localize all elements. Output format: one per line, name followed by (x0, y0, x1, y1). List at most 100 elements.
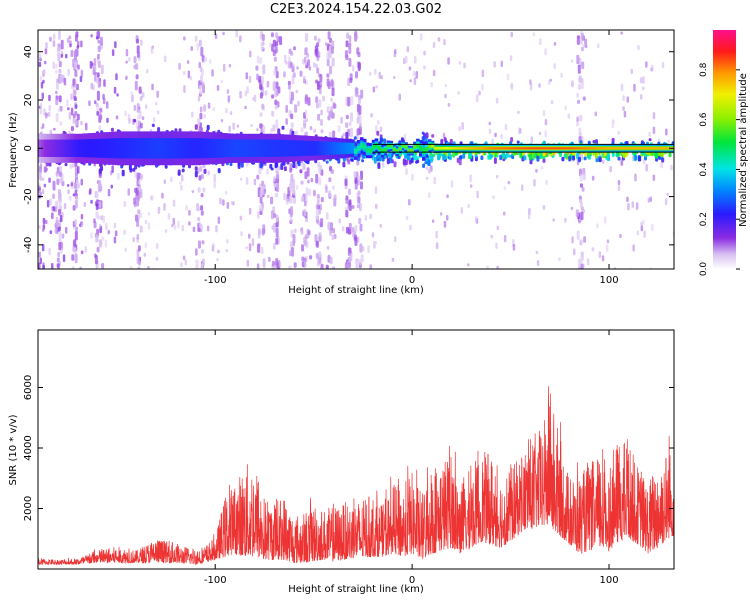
ridge-speckle (325, 160, 329, 164)
noise-speckle (579, 239, 583, 246)
ridge-band (165, 138, 169, 159)
noise-speckle (275, 221, 279, 228)
ridge-band (395, 149, 399, 153)
ridge-band (628, 147, 633, 150)
ridge-band (55, 139, 60, 157)
noise-speckle (245, 72, 248, 80)
ridge-band (501, 147, 506, 150)
noise-speckle (97, 215, 100, 220)
noise-speckle (645, 61, 648, 68)
ridge-band (504, 147, 509, 150)
noise-speckle (580, 263, 584, 269)
snr-frame (37, 329, 675, 570)
ridge-speckle (422, 163, 426, 168)
ridge-band (238, 139, 243, 157)
noise-speckle (307, 59, 311, 67)
noise-speckle (446, 215, 449, 221)
noise-speckle (275, 119, 279, 129)
noise-speckle (481, 69, 485, 78)
noise-speckle (230, 201, 233, 205)
noise-speckle (509, 55, 513, 61)
noise-speckle (77, 182, 80, 189)
noise-speckle (320, 129, 324, 134)
noise-speckle (273, 56, 277, 62)
ridge-band (643, 147, 648, 150)
noise-speckle (317, 162, 321, 168)
noise-speckle (98, 223, 102, 228)
noise-speckle (125, 75, 128, 80)
noise-speckle (199, 112, 203, 120)
noise-speckle (73, 247, 77, 254)
spectrogram-x-label: Height of straight line (km) (288, 285, 424, 296)
noise-speckle (423, 50, 426, 56)
noise-speckle (348, 261, 351, 269)
noise-speckle (199, 66, 203, 73)
noise-speckle (171, 223, 174, 228)
spectrogram-frame (37, 29, 675, 270)
ridge-band (318, 141, 323, 156)
noise-speckle (346, 33, 350, 39)
noise-speckle (76, 45, 80, 49)
ridge-band (646, 147, 650, 150)
ridge-band (97, 138, 101, 158)
noise-speckle (591, 175, 595, 181)
noise-speckle (357, 61, 361, 72)
noise-speckle (72, 113, 76, 119)
noise-speckle (102, 93, 105, 100)
noise-speckle (77, 64, 80, 70)
noise-speckle (275, 237, 279, 245)
noise-speckle (73, 61, 77, 70)
noise-speckle (344, 262, 348, 269)
ridge-band (52, 139, 57, 157)
ridge-speckle (563, 153, 567, 159)
ridge-band (457, 147, 461, 150)
noise-speckle (67, 68, 70, 76)
ridge-band (324, 141, 329, 155)
noise-speckle (260, 246, 264, 254)
noise-speckle (263, 188, 267, 194)
ridge-band (232, 139, 237, 157)
ridge-band (401, 144, 405, 147)
ridge-speckle (592, 140, 596, 144)
ridge-band (67, 139, 72, 157)
noise-speckle (379, 126, 383, 132)
ridge-band (492, 147, 497, 150)
noise-speckle (550, 100, 554, 105)
noise-speckle (140, 39, 143, 46)
noise-speckle (257, 211, 260, 219)
noise-speckle (660, 162, 663, 169)
noise-speckle (342, 226, 345, 232)
noise-speckle (211, 69, 214, 77)
noise-speckle (115, 73, 118, 81)
noise-speckle (289, 218, 293, 223)
noise-speckle (197, 217, 201, 222)
ridge-speckle (638, 155, 642, 162)
ridge-band (321, 141, 326, 156)
colorbar-tick-label: 0.8 (699, 62, 709, 77)
noise-speckle (411, 173, 414, 181)
noise-speckle (647, 197, 651, 203)
ridge-band (608, 147, 612, 150)
ridge-band (218, 139, 222, 158)
noise-speckle (203, 104, 207, 113)
noise-speckle (59, 121, 63, 126)
ridge-band (230, 139, 234, 158)
ridge-band (616, 147, 621, 150)
noise-speckle (315, 209, 319, 220)
noise-speckle (535, 250, 539, 255)
noise-speckle (131, 94, 134, 103)
noise-speckle (262, 125, 266, 131)
noise-speckle (293, 46, 296, 51)
ridge-band (584, 147, 588, 150)
noise-speckle (52, 40, 56, 47)
noise-speckle (500, 134, 503, 139)
noise-speckle (73, 182, 77, 189)
noise-speckle (303, 208, 307, 217)
ridge-speckle (297, 160, 301, 167)
noise-speckle (216, 258, 219, 262)
noise-speckle (167, 213, 171, 220)
noise-speckle (447, 103, 451, 107)
ridge-speckle (622, 151, 626, 159)
noise-speckle (135, 187, 139, 196)
x-tick-label: 0 (409, 275, 415, 286)
